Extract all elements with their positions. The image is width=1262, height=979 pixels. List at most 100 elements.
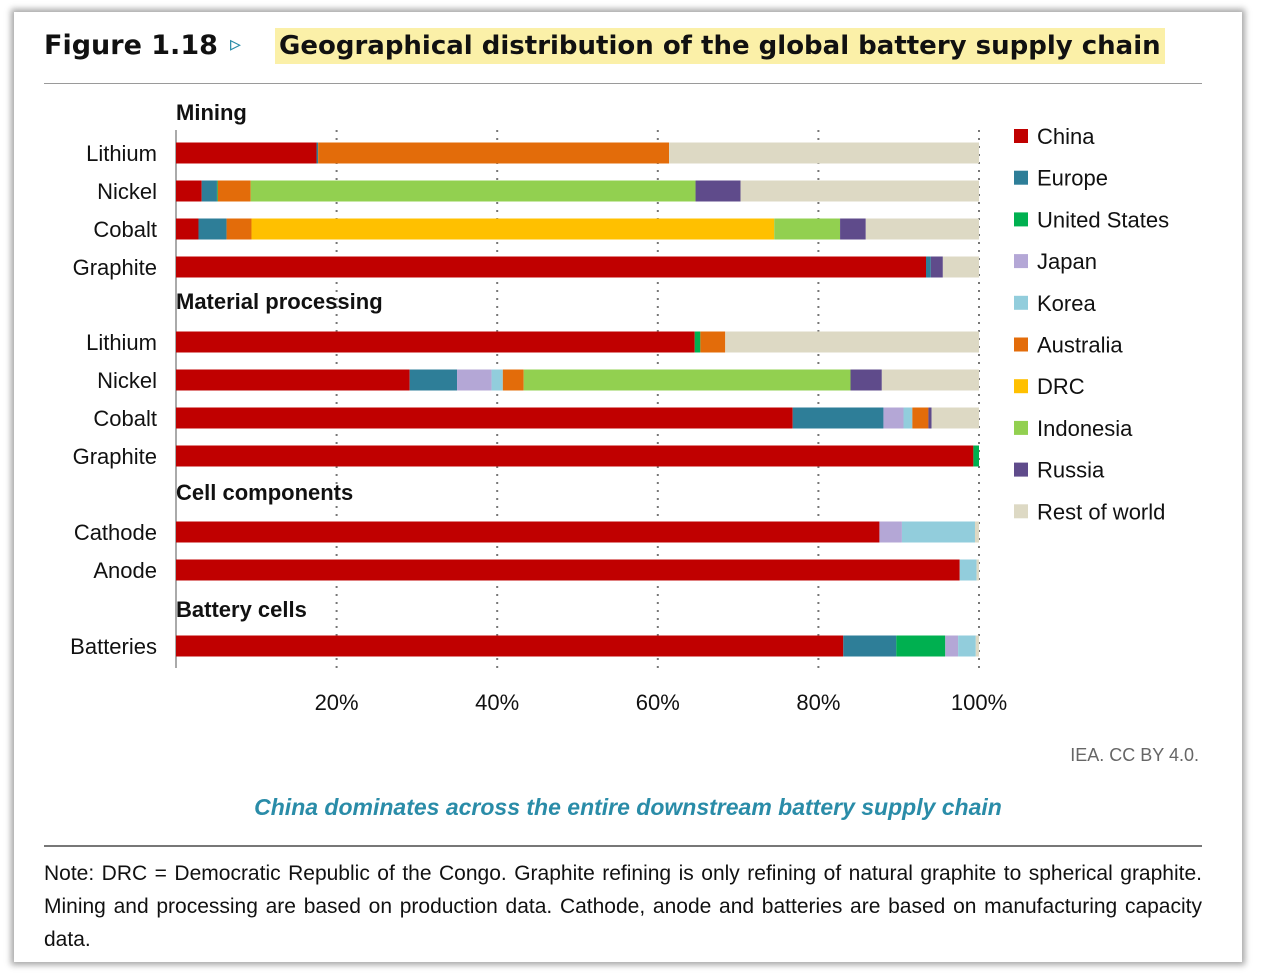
bar-segment <box>843 635 897 657</box>
row-label: Batteries <box>70 634 157 659</box>
bar-segment <box>694 331 701 353</box>
legend-label: United States <box>1037 207 1169 232</box>
x-tick-label: 60% <box>636 690 680 715</box>
bar-segment <box>695 180 741 202</box>
legend-label: Korea <box>1037 291 1096 316</box>
figure-headline: China dominates across the entire downst… <box>254 794 1002 820</box>
bar-segment <box>879 521 902 543</box>
bar-segment <box>850 369 882 391</box>
bar-segment <box>176 331 695 353</box>
legend-label: Rest of world <box>1037 499 1165 524</box>
bar-segment <box>491 369 503 391</box>
bar-segment <box>250 180 696 202</box>
bar-segment <box>251 218 775 240</box>
figure-label: Figure 1.18 <box>44 30 218 61</box>
figure-note: Note: DRC = Democratic Republic of the C… <box>44 862 1202 951</box>
bar-segment <box>502 369 524 391</box>
bar-segment <box>198 218 227 240</box>
bar-segment <box>975 635 979 657</box>
row-label: Nickel <box>97 368 157 393</box>
group-header: Material processing <box>176 289 383 314</box>
row-label: Graphite <box>73 444 157 469</box>
bar-segment <box>318 142 670 164</box>
bar-segment <box>176 256 927 278</box>
legend-swatch <box>1014 462 1028 477</box>
bar-segment <box>865 218 979 240</box>
bar-segment <box>217 180 251 202</box>
bar-segment <box>176 445 974 467</box>
legend-swatch <box>1014 129 1028 143</box>
bar-segment <box>201 180 217 202</box>
legend-label: Japan <box>1037 249 1097 274</box>
group-header: Battery cells <box>176 597 307 622</box>
bar-segment <box>409 369 458 391</box>
row-label: Anode <box>93 558 157 583</box>
legend-label: Indonesia <box>1037 416 1133 441</box>
bar-segment <box>840 218 866 240</box>
bar-segment <box>216 180 218 202</box>
bar-segment <box>725 331 979 353</box>
legend-swatch <box>1014 254 1028 269</box>
figure-arrow-icon: ▹ <box>230 32 242 57</box>
supply-chain-chart: Mining Lithium Nickel Cobalt Graphite Materia… <box>70 100 1169 715</box>
x-tick-label: 40% <box>475 690 519 715</box>
bar-segment <box>928 407 932 429</box>
bar-segment <box>912 407 929 429</box>
bar-segment <box>903 407 913 429</box>
bar-segment <box>883 407 904 429</box>
title-divider <box>44 83 1202 84</box>
row-label: Cathode <box>74 520 157 545</box>
bar-segment <box>176 369 410 391</box>
legend-swatch <box>1014 420 1028 435</box>
legend-swatch <box>1014 170 1028 185</box>
bar-segment <box>226 218 252 240</box>
bar-segment <box>930 256 943 278</box>
row-label: Lithium <box>86 330 157 355</box>
legend-swatch <box>1014 337 1028 352</box>
source-credit: IEA. CC BY 4.0. <box>1070 745 1199 765</box>
legend-swatch <box>1014 295 1028 310</box>
bar-segment <box>669 142 979 164</box>
group-header: Cell components <box>176 480 353 505</box>
group-header: Mining <box>176 100 247 125</box>
bar-segment <box>176 180 202 202</box>
bar-segment <box>176 142 317 164</box>
legend-swatch <box>1014 504 1028 519</box>
bar-segment <box>700 331 726 353</box>
bar-segment <box>973 445 979 467</box>
bar-segment <box>774 218 841 240</box>
bar-segment <box>176 218 199 240</box>
row-label: Graphite <box>73 255 157 280</box>
bar-segment <box>881 369 979 391</box>
legend-label: China <box>1037 124 1095 149</box>
legend-label: Russia <box>1037 458 1105 483</box>
legend-swatch <box>1014 212 1028 227</box>
bar-segment <box>176 635 844 657</box>
bar-segment <box>457 369 492 391</box>
bar-segment <box>945 635 959 657</box>
figure-frame: Figure 1.18 ▹ Geographical distribution … <box>14 12 1242 962</box>
legend-label: Europe <box>1037 166 1108 191</box>
row-label: Cobalt <box>93 217 157 242</box>
bar-segment <box>896 635 946 657</box>
row-label: Lithium <box>86 141 157 166</box>
legend-label: DRC <box>1037 374 1085 399</box>
bar-segment <box>792 407 884 429</box>
x-tick-label: 100% <box>951 690 1007 715</box>
x-tick-label: 20% <box>315 690 359 715</box>
bar-segment <box>959 559 977 581</box>
bar-segment <box>740 180 979 202</box>
x-tick-label: 80% <box>796 690 840 715</box>
note-divider <box>44 845 1202 847</box>
figure-title: Geographical distribution of the global … <box>275 28 1165 64</box>
bar-segment <box>316 142 319 164</box>
bar-segment <box>901 521 975 543</box>
legend-label: Australia <box>1037 333 1123 358</box>
row-label: Cobalt <box>93 406 157 431</box>
bar-segment <box>976 559 979 581</box>
row-label: Nickel <box>97 179 157 204</box>
bar-segment <box>523 369 851 391</box>
bar-segment <box>176 407 793 429</box>
bar-segment <box>931 407 979 429</box>
bar-segment <box>176 521 880 543</box>
